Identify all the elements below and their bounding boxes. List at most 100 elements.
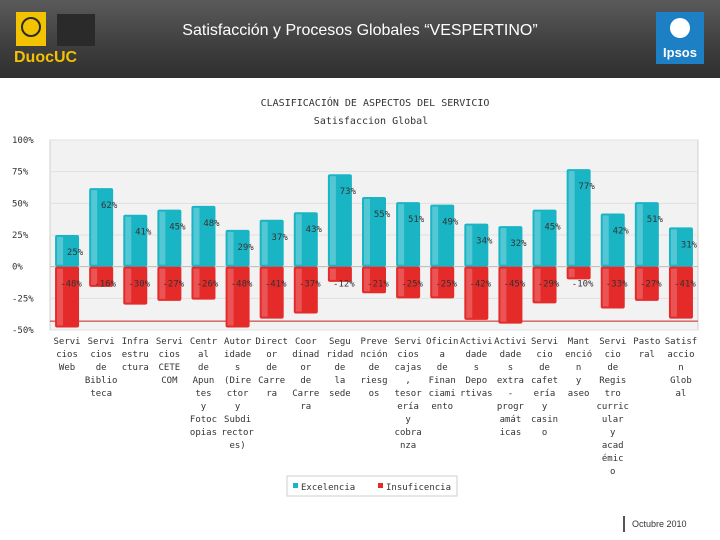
bar-insuficencia bbox=[498, 266, 523, 324]
bar-insuficencia bbox=[327, 266, 352, 282]
y-tick-label: 25% bbox=[12, 231, 29, 241]
bar-excelencia-highlight bbox=[227, 231, 234, 265]
data-label-insuficencia: -16% bbox=[94, 280, 116, 290]
data-label-excelencia: 48% bbox=[203, 219, 220, 229]
bar-excelencia bbox=[123, 214, 148, 267]
bar-insuficencia bbox=[566, 266, 591, 280]
x-tick-label: Servi cio de cafet ería y casin o bbox=[531, 337, 558, 438]
bar-insuficencia-highlight bbox=[364, 268, 370, 292]
bar-excelencia bbox=[430, 204, 455, 267]
bar-insuficencia-highlight bbox=[261, 268, 268, 317]
bar-insuficencia-highlight bbox=[193, 268, 200, 298]
bar-insuficencia bbox=[430, 266, 455, 299]
x-tick-label: Activi dade s Depo rtivas bbox=[460, 337, 493, 399]
data-label-insuficencia: -10% bbox=[572, 280, 594, 290]
bar-excelencia bbox=[327, 174, 352, 267]
data-label-excelencia: 31% bbox=[681, 240, 698, 250]
data-label-insuficencia: -27% bbox=[640, 280, 662, 290]
bar-excelencia bbox=[89, 188, 114, 267]
bar-excelencia bbox=[668, 227, 693, 267]
bar-excelencia-highlight bbox=[432, 206, 439, 265]
logo-right-text: Ipsos bbox=[663, 45, 697, 60]
bar-insuficencia-highlight bbox=[636, 268, 643, 299]
bar-insuficencia-highlight bbox=[466, 268, 473, 318]
bar-excelencia-highlight bbox=[398, 204, 405, 265]
x-tick-label: Coor dinad or de Carre ra bbox=[292, 337, 319, 412]
data-label-excelencia: 55% bbox=[374, 210, 391, 220]
bar-excelencia bbox=[634, 202, 659, 267]
bar-insuficencia-highlight bbox=[295, 268, 302, 312]
bar-insuficencia bbox=[225, 266, 250, 328]
y-tick-label: 75% bbox=[12, 168, 29, 178]
bar-insuficencia bbox=[396, 266, 421, 299]
data-label-excelencia: 41% bbox=[135, 228, 152, 238]
x-tick-label: Preve nción de riesg os bbox=[360, 337, 387, 399]
bar-excelencia bbox=[259, 219, 284, 267]
x-tick-label: Servi cios CETE COM bbox=[156, 337, 183, 386]
bar-excelencia bbox=[600, 213, 625, 267]
data-label-insuficencia: -30% bbox=[128, 280, 150, 290]
data-label-insuficencia: -41% bbox=[674, 280, 696, 290]
x-tick-label: Mant enció n y aseo bbox=[565, 337, 592, 399]
bar-insuficencia-highlight bbox=[91, 268, 98, 285]
x-tick-label: Servi cios cajas, tesor ería y cobra nza bbox=[395, 337, 423, 451]
data-label-excelencia: 51% bbox=[408, 215, 425, 225]
bar-excelencia bbox=[157, 209, 182, 267]
data-label-excelencia: 45% bbox=[169, 223, 186, 233]
data-label-insuficencia: -45% bbox=[504, 280, 526, 290]
bar-insuficencia-highlight bbox=[568, 268, 575, 278]
data-label-insuficencia: -21% bbox=[367, 280, 389, 290]
duocuc-logo: DuocUC bbox=[14, 12, 95, 66]
legend-swatch bbox=[293, 483, 298, 488]
data-label-insuficencia: -37% bbox=[299, 280, 321, 290]
bar-insuficencia bbox=[532, 266, 557, 304]
bar-insuficencia bbox=[293, 266, 318, 314]
bar-insuficencia-highlight bbox=[398, 268, 405, 297]
legend-swatch bbox=[378, 483, 383, 488]
x-tick-label: Autor idade s (Dire ctor y Subdi rector es) bbox=[221, 337, 254, 451]
data-label-insuficencia: -42% bbox=[469, 280, 491, 290]
y-tick-label: 50% bbox=[12, 199, 29, 209]
bar-excelencia-highlight bbox=[636, 204, 643, 265]
data-label-insuficencia: -25% bbox=[401, 280, 423, 290]
bar-insuficencia bbox=[89, 266, 114, 287]
data-label-excelencia: 77% bbox=[578, 182, 595, 192]
bar-excelencia bbox=[293, 212, 318, 267]
x-tick-label: Segu ridad de la sede bbox=[326, 337, 353, 399]
y-tick-label: 0% bbox=[12, 263, 23, 273]
footer-date: Octubre 2010 bbox=[632, 519, 687, 529]
x-tick-label: Satisf accio n Glob al bbox=[665, 337, 698, 399]
data-label-excelencia: 29% bbox=[237, 243, 254, 253]
bar-excelencia-highlight bbox=[261, 221, 268, 265]
bar-excelencia-highlight bbox=[364, 199, 370, 265]
bar-insuficencia-highlight bbox=[329, 268, 336, 280]
x-tick-label: Infra estru ctura bbox=[122, 337, 149, 373]
bar-insuficencia bbox=[157, 266, 182, 301]
bar-insuficencia bbox=[123, 266, 148, 305]
x-tick-label: Oficin a de Finan ciami ento bbox=[426, 337, 459, 412]
logo-left-text: DuocUC bbox=[14, 49, 78, 66]
bar-insuficencia bbox=[191, 266, 216, 300]
x-tick-label: Direct or de Carre ra bbox=[255, 337, 288, 399]
bar-excelencia bbox=[396, 202, 421, 267]
header-banner: DuocUC Satisfacción y Procesos Globales … bbox=[0, 0, 720, 78]
legend-label: Insuficencia bbox=[386, 483, 451, 493]
data-label-excelencia: 37% bbox=[272, 233, 289, 243]
footer-divider bbox=[623, 516, 625, 532]
x-tick-label: Activi dade s extra -progr amát icas bbox=[494, 337, 527, 438]
data-label-excelencia: 34% bbox=[476, 237, 493, 247]
data-label-excelencia: 42% bbox=[613, 226, 630, 236]
data-label-excelencia: 49% bbox=[442, 218, 459, 228]
bar-insuficencia bbox=[362, 266, 386, 294]
bar-excelencia bbox=[362, 197, 386, 267]
bar-insuficencia bbox=[464, 266, 489, 320]
legend-box bbox=[286, 475, 458, 497]
bar-insuficencia-highlight bbox=[125, 268, 132, 303]
bar-insuficencia bbox=[55, 266, 80, 328]
bar-insuficencia-highlight bbox=[227, 268, 234, 326]
bar-chart: CLASIFICACIÓN DE ASPECTOS DEL SERVICIO S… bbox=[12, 96, 699, 497]
bar-excelencia bbox=[55, 235, 80, 267]
bar-excelencia-highlight bbox=[670, 229, 677, 265]
data-label-excelencia: 25% bbox=[67, 248, 84, 258]
data-label-insuficencia: -41% bbox=[265, 280, 287, 290]
